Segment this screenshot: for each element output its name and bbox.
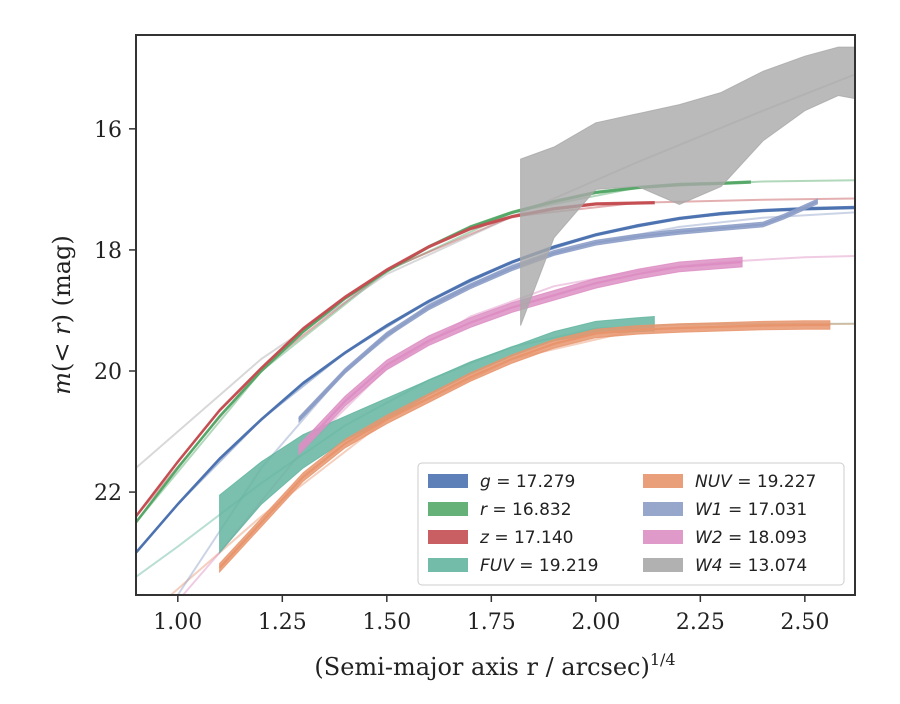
legend-label-r: r = 16.832 bbox=[480, 500, 572, 520]
legend-label-w4: W4 = 13.074 bbox=[695, 556, 807, 576]
legend-swatch-z bbox=[428, 530, 468, 544]
data-line-nuv bbox=[218, 323, 830, 569]
data-line-w1 bbox=[298, 200, 818, 421]
legend-swatch-w4 bbox=[643, 558, 683, 572]
legend-box bbox=[417, 462, 845, 586]
x-tick-label: 1.50 bbox=[362, 610, 411, 635]
axis-ticks: 1.00 1.25 1.50 1.75 2.00 2.25 2.50 16 18 20 22 bbox=[94, 118, 829, 635]
legend-swatch-nuv bbox=[643, 474, 683, 488]
legend: g = 17.279 r = 16.832 z = 17.140 FUV = 19.2… bbox=[417, 462, 845, 586]
legend-swatch-w1 bbox=[643, 502, 683, 516]
data-line-g bbox=[136, 206, 855, 554]
legend-label-fuv: FUV = 19.219 bbox=[480, 556, 598, 576]
legend-swatch-g bbox=[428, 474, 468, 488]
y-tick-label: 20 bbox=[94, 360, 122, 385]
plot-area bbox=[136, 46, 855, 595]
legend-label-z: z = 17.140 bbox=[479, 528, 573, 548]
x-tick-label: 2.00 bbox=[571, 610, 620, 635]
data-line-w2 bbox=[298, 260, 743, 451]
legend-label-nuv: NUV = 19.227 bbox=[695, 472, 816, 492]
x-tick-label: 1.75 bbox=[467, 610, 516, 635]
y-axis-label: m(< r) (mag) bbox=[48, 235, 76, 395]
legend-label-w2: W2 = 18.093 bbox=[695, 528, 807, 548]
x-axis-label: (Semi-major axis r / arcsec)1/4 bbox=[314, 650, 675, 681]
model-curve-w1 bbox=[176, 211, 855, 595]
data-band-w1 bbox=[298, 198, 818, 424]
legend-swatch-fuv bbox=[428, 558, 468, 572]
legend-label-w1: W1 = 17.031 bbox=[695, 500, 807, 520]
x-tick-label: 1.25 bbox=[258, 610, 307, 635]
y-tick-label: 16 bbox=[94, 118, 122, 143]
data-band-w4 bbox=[520, 46, 855, 326]
plot-frame bbox=[135, 34, 856, 596]
y-tick-label: 22 bbox=[94, 481, 122, 506]
x-tick-label: 2.50 bbox=[780, 610, 829, 635]
legend-swatch-w2 bbox=[643, 530, 683, 544]
x-tick-label: 1.00 bbox=[153, 610, 202, 635]
data-band-w2 bbox=[298, 256, 743, 456]
x-tick-label: 2.25 bbox=[676, 610, 725, 635]
legend-swatch-r bbox=[428, 502, 468, 516]
legend-label-g: g = 17.279 bbox=[480, 472, 575, 492]
y-tick-label: 18 bbox=[94, 239, 122, 264]
